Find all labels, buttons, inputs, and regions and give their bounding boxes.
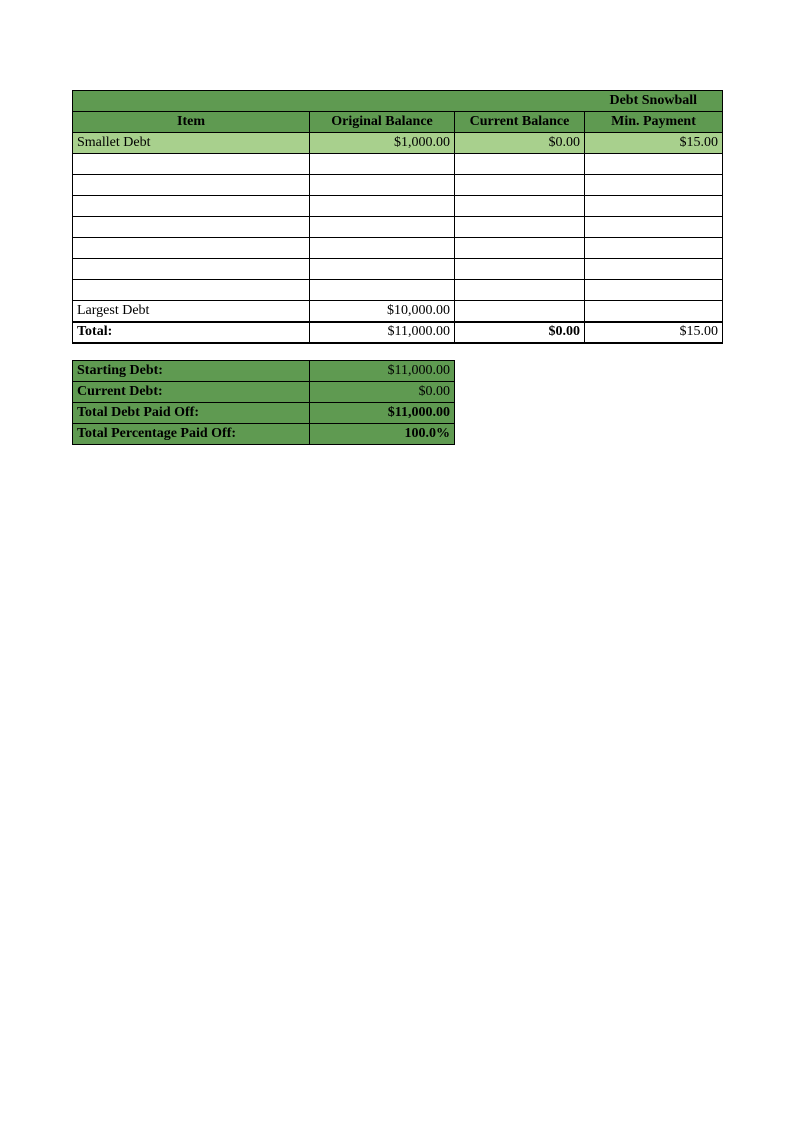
- debt-snowball-table: Debt Snowball Item Original Balance Curr…: [72, 90, 723, 344]
- summary-row: Total Percentage Paid Off:100.0%: [73, 423, 455, 444]
- cell-item: Smallet Debt: [73, 133, 310, 154]
- summary-label: Current Debt:: [73, 381, 310, 402]
- cell-min: [585, 238, 723, 259]
- table-row: [73, 238, 723, 259]
- cell-original: $10,000.00: [310, 301, 455, 322]
- summary-value: $11,000.00: [310, 360, 455, 381]
- summary-table: Starting Debt:$11,000.00Current Debt:$0.…: [72, 360, 455, 445]
- summary-value: $0.00: [310, 381, 455, 402]
- summary-label: Starting Debt:: [73, 360, 310, 381]
- cell-min: [585, 259, 723, 280]
- title-spacer-3: [455, 91, 585, 112]
- cell-original: [310, 154, 455, 175]
- col-header-original: Original Balance: [310, 112, 455, 133]
- cell-item: [73, 217, 310, 238]
- cell-current: [455, 238, 585, 259]
- table-row: Largest Debt$10,000.00: [73, 301, 723, 322]
- table-header-row: Item Original Balance Current Balance Mi…: [73, 112, 723, 133]
- cell-min: [585, 175, 723, 196]
- cell-original: [310, 175, 455, 196]
- table-row: [73, 259, 723, 280]
- title-spacer-2: [310, 91, 455, 112]
- cell-min: [585, 217, 723, 238]
- table-row: Smallet Debt$1,000.00$0.00$15.00: [73, 133, 723, 154]
- summary-value: 100.0%: [310, 423, 455, 444]
- table-title-row: Debt Snowball: [73, 91, 723, 112]
- total-current: $0.00: [455, 322, 585, 343]
- cell-current: [455, 217, 585, 238]
- col-header-current: Current Balance: [455, 112, 585, 133]
- cell-min: [585, 196, 723, 217]
- cell-min: [585, 280, 723, 301]
- table-row: [73, 217, 723, 238]
- cell-original: $1,000.00: [310, 133, 455, 154]
- table-row: [73, 154, 723, 175]
- cell-current: [455, 259, 585, 280]
- table-row: [73, 196, 723, 217]
- table-row: [73, 280, 723, 301]
- total-original: $11,000.00: [310, 322, 455, 343]
- title-spacer-1: [73, 91, 310, 112]
- cell-original: [310, 217, 455, 238]
- cell-current: [455, 196, 585, 217]
- summary-value: $11,000.00: [310, 402, 455, 423]
- col-header-item: Item: [73, 112, 310, 133]
- cell-min: [585, 154, 723, 175]
- cell-item: [73, 154, 310, 175]
- total-min: $15.00: [585, 322, 723, 343]
- cell-current: [455, 154, 585, 175]
- summary-row: Current Debt:$0.00: [73, 381, 455, 402]
- cell-item: [73, 259, 310, 280]
- cell-current: [455, 301, 585, 322]
- summary-label: Total Percentage Paid Off:: [73, 423, 310, 444]
- cell-original: [310, 259, 455, 280]
- col-header-min: Min. Payment: [585, 112, 723, 133]
- cell-original: [310, 196, 455, 217]
- table-total-row: Total: $11,000.00 $0.00 $15.00: [73, 322, 723, 343]
- cell-min: [585, 301, 723, 322]
- summary-row: Total Debt Paid Off:$11,000.00: [73, 402, 455, 423]
- summary-label: Total Debt Paid Off:: [73, 402, 310, 423]
- cell-current: $0.00: [455, 133, 585, 154]
- cell-item: [73, 280, 310, 301]
- cell-current: [455, 280, 585, 301]
- summary-row: Starting Debt:$11,000.00: [73, 360, 455, 381]
- cell-item: [73, 196, 310, 217]
- total-label: Total:: [73, 322, 310, 343]
- cell-current: [455, 175, 585, 196]
- cell-original: [310, 238, 455, 259]
- cell-item: [73, 175, 310, 196]
- table-row: [73, 175, 723, 196]
- cell-item: [73, 238, 310, 259]
- cell-original: [310, 280, 455, 301]
- cell-item: Largest Debt: [73, 301, 310, 322]
- cell-min: $15.00: [585, 133, 723, 154]
- table-title: Debt Snowball: [585, 91, 723, 112]
